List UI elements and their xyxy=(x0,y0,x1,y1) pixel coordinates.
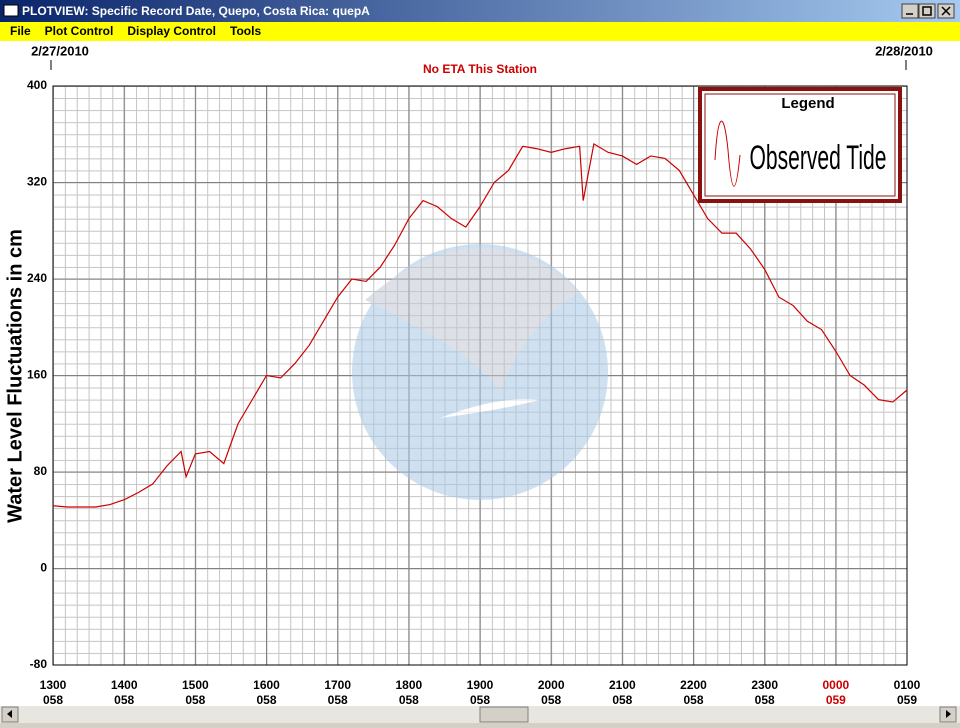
y-tick-label: 240 xyxy=(27,271,47,285)
x-tick-sublabel: 058 xyxy=(612,693,632,707)
x-tick-sublabel: 058 xyxy=(256,693,276,707)
start-date: 2/27/2010 xyxy=(31,43,89,58)
scroll-thumb[interactable] xyxy=(479,706,529,723)
x-tick-sublabel: 058 xyxy=(43,693,63,707)
x-tick-label: 1600 xyxy=(253,678,280,692)
x-tick-sublabel: 058 xyxy=(185,693,205,707)
x-tick-label: 1500 xyxy=(182,678,209,692)
minimize-button[interactable] xyxy=(901,3,919,19)
x-tick-sublabel: 059 xyxy=(826,693,846,707)
legend: Legend Observed Tide xyxy=(698,87,902,203)
window-title: PLOTVIEW: Specific Record Date, Quepo, C… xyxy=(22,4,370,18)
legend-entry: Observed Tide xyxy=(750,138,887,176)
title-bar xyxy=(0,0,960,22)
x-tick-label: 1300 xyxy=(40,678,67,692)
tide-line xyxy=(52,142,908,508)
maximize-button[interactable] xyxy=(918,3,936,19)
y-tick-label: 160 xyxy=(27,368,47,382)
x-tick-label: 1900 xyxy=(467,678,494,692)
x-tick-sublabel: 058 xyxy=(470,693,490,707)
app-icon xyxy=(3,4,19,17)
window-buttons[interactable] xyxy=(901,3,955,19)
x-tick-sublabel: 058 xyxy=(755,693,775,707)
x-tick-label: 2200 xyxy=(680,678,707,692)
y-tick-label: 400 xyxy=(27,78,47,92)
x-tick-sublabel: 058 xyxy=(328,693,348,707)
y-axis-label: Water Level Fluctuations in cm xyxy=(4,229,26,523)
menu-item[interactable]: Display Control xyxy=(127,24,216,38)
x-tick-label: 2100 xyxy=(609,678,636,692)
x-tick-label: 0000 xyxy=(822,678,849,692)
x-tick-sublabel: 059 xyxy=(897,693,917,707)
x-tick-label: 2300 xyxy=(751,678,778,692)
x-tick-label: 1700 xyxy=(324,678,351,692)
x-tick-label: 1800 xyxy=(395,678,422,692)
menu-item[interactable]: Tools xyxy=(230,24,261,38)
x-tick-label: 1400 xyxy=(111,678,138,692)
y-tick-label: 320 xyxy=(27,175,47,189)
menu-bar xyxy=(0,22,960,41)
x-tick-sublabel: 058 xyxy=(114,693,134,707)
legend-title: Legend xyxy=(781,95,834,112)
menu-item[interactable]: Plot Control xyxy=(45,24,114,38)
x-tick-label: 2000 xyxy=(538,678,565,692)
end-date: 2/28/2010 xyxy=(875,43,933,58)
watermark xyxy=(352,244,608,500)
x-tick-sublabel: 058 xyxy=(399,693,419,707)
subtitle: No ETA This Station xyxy=(423,62,537,76)
y-tick-label: -80 xyxy=(30,657,48,671)
plot-border xyxy=(52,85,908,666)
x-tick-sublabel: 058 xyxy=(683,693,703,707)
y-tick-label: 80 xyxy=(34,464,48,478)
y-tick-label: 0 xyxy=(40,561,47,575)
x-tick-sublabel: 058 xyxy=(541,693,561,707)
menu-item[interactable]: File xyxy=(10,24,31,38)
x-tick-label: 0100 xyxy=(894,678,921,692)
